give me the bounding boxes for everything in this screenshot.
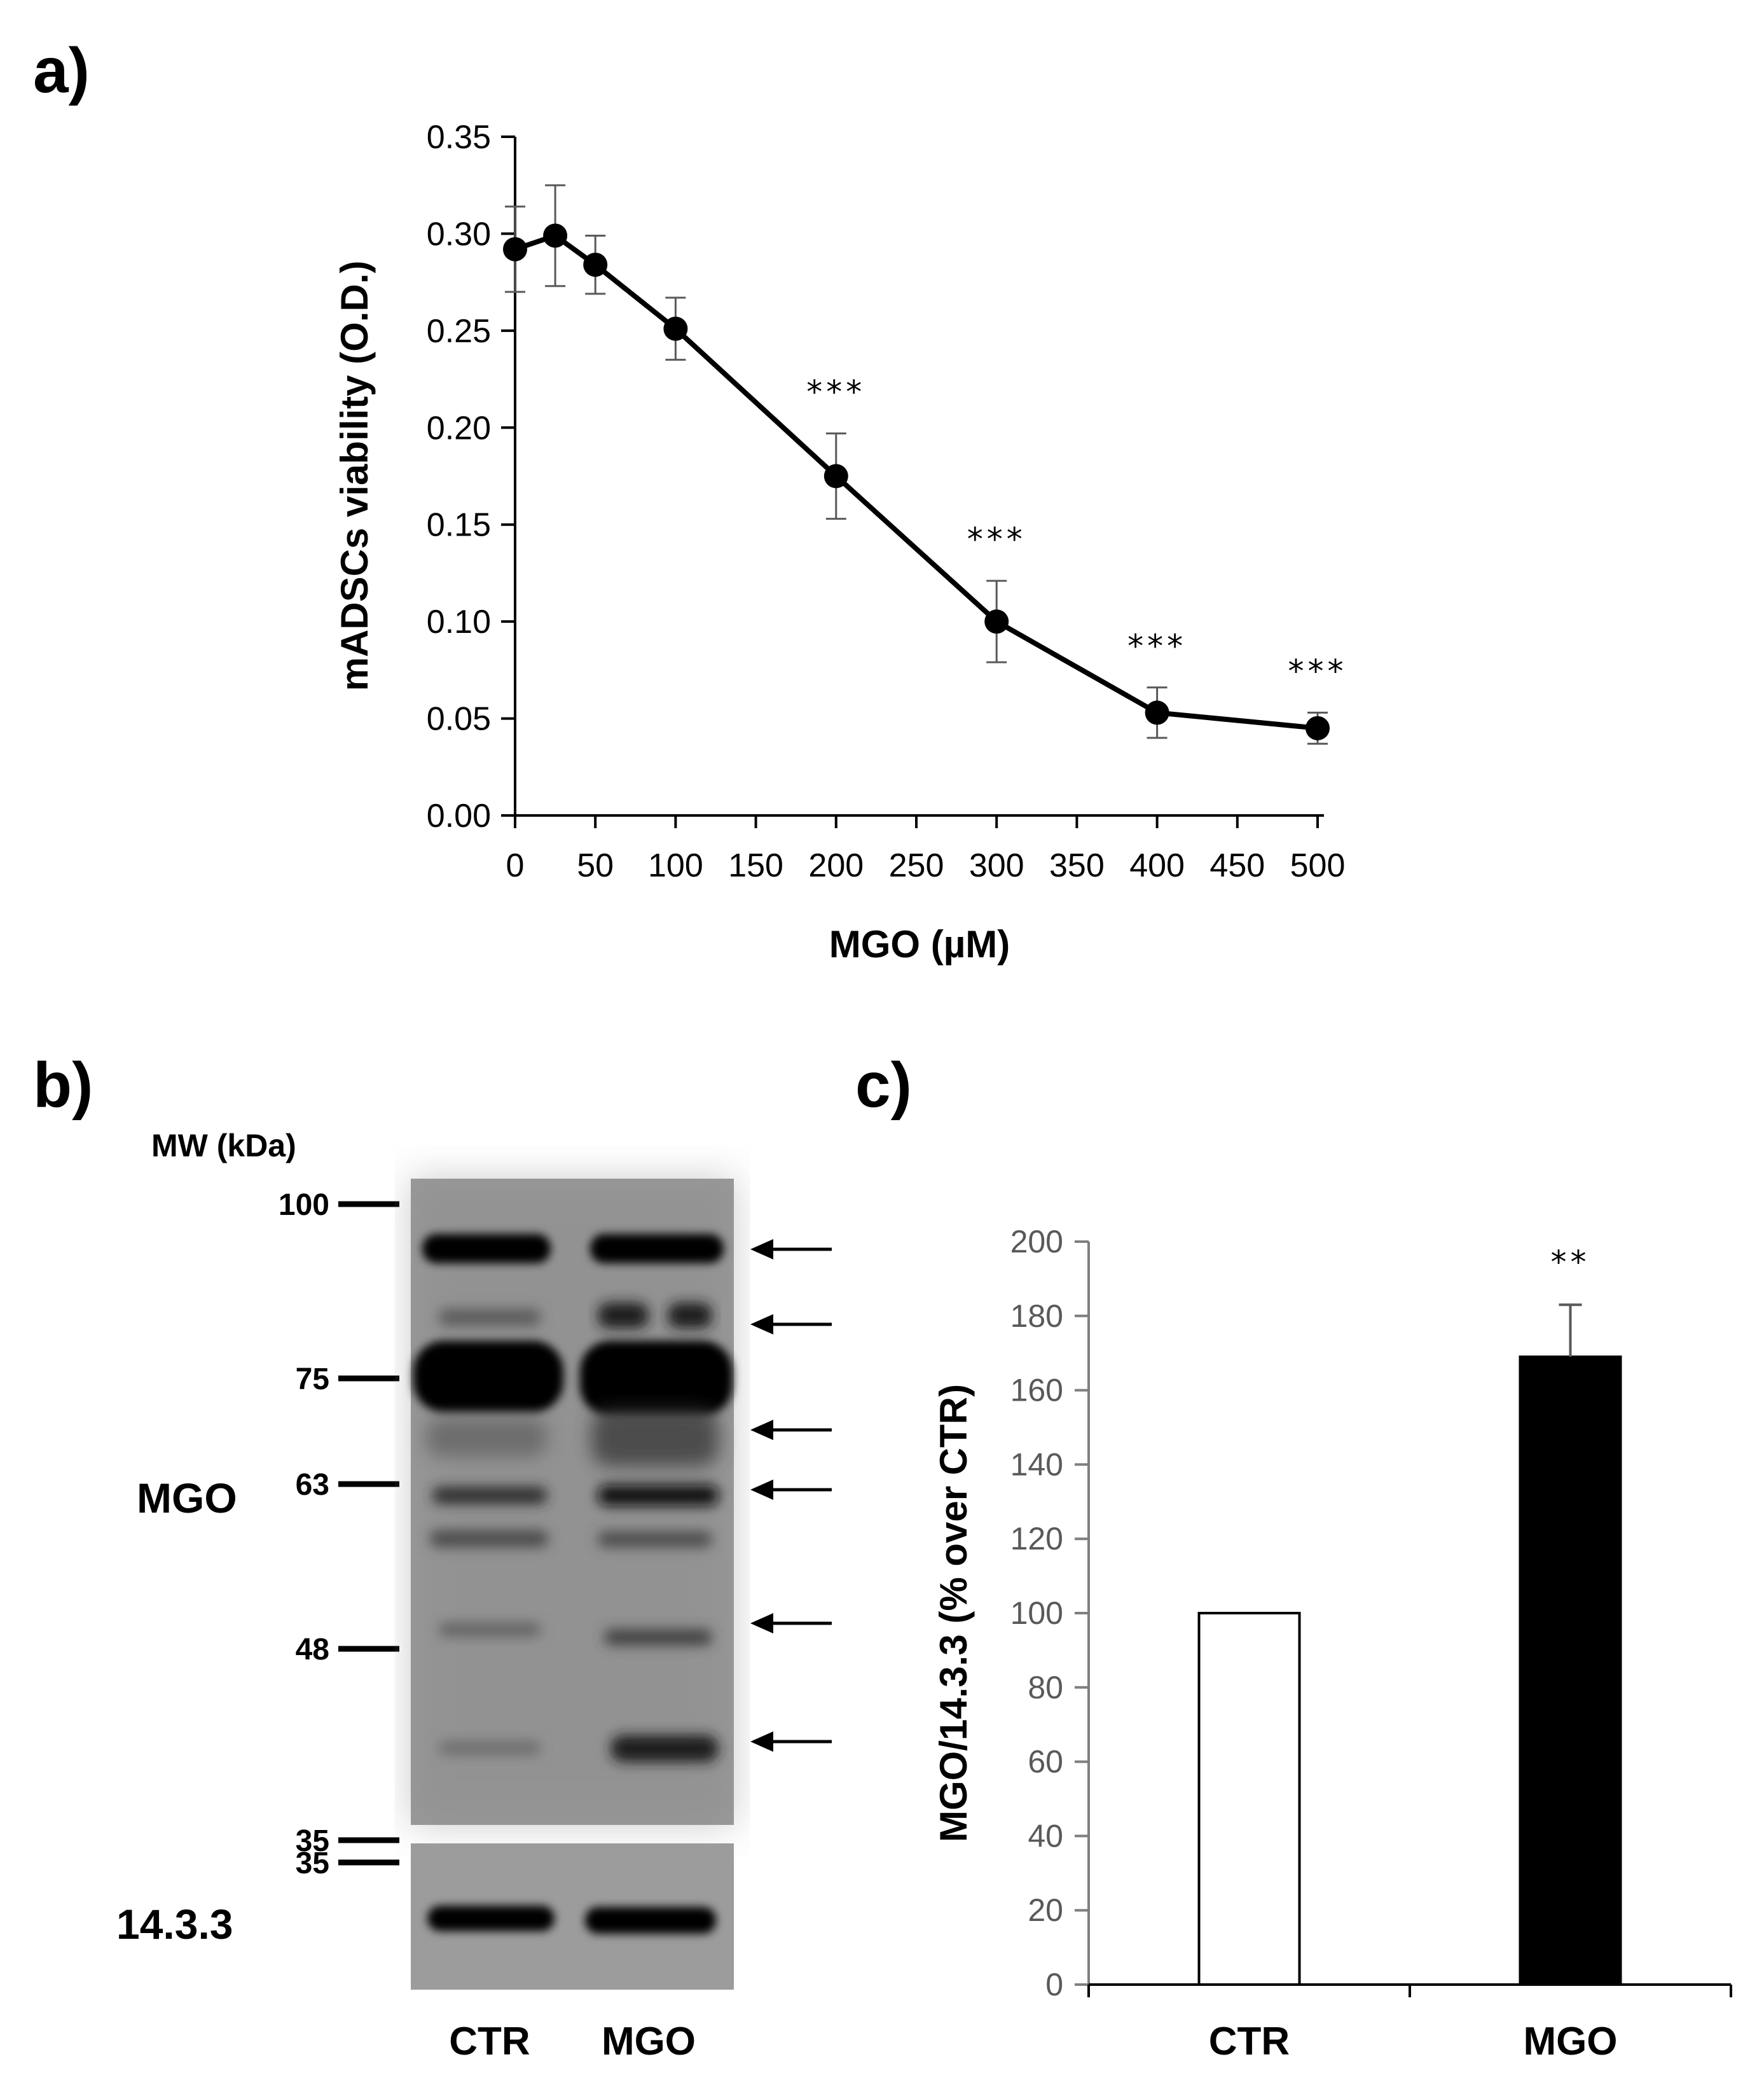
chart-c-category-label: CTR [1209, 2020, 1290, 2063]
chart-a-y-tick-label: 0.30 [427, 216, 491, 253]
chart-c-y-axis-title: MGO/14.3.3 (% over CTR) [932, 1384, 975, 1842]
chart-a-significance-marker: *** [967, 521, 1026, 558]
chart-a-x-tick-label: 450 [1209, 847, 1265, 884]
chart-a-data-point [1306, 716, 1330, 740]
chart-a-x-axis-title: MGO (µM) [829, 923, 1010, 966]
chart-c-y-tick-label: 20 [1028, 1892, 1063, 1928]
band-arrow-head [750, 1480, 773, 1500]
blot-loading-label: 14.3.3 [116, 1901, 233, 1948]
blot-image-main [411, 1179, 734, 1825]
chart-a-data-point [503, 237, 527, 261]
chart-c-y-tick-label: 0 [1045, 1967, 1063, 2002]
blot-image-loading [411, 1843, 734, 1990]
chart-a-x-tick-label: 500 [1290, 847, 1346, 884]
chart-c-bar-ctr [1197, 1612, 1301, 1986]
chart-a-data-point [543, 223, 568, 248]
chart-c-y-tick-label: 60 [1028, 1744, 1063, 1780]
chart-a-x-tick-label: 200 [808, 847, 864, 884]
chart-a-y-axis-title: mADSCs viability (O.D.) [333, 261, 376, 691]
panel-label-a: a) [33, 35, 90, 106]
chart-c-significance-marker: ** [1551, 1244, 1590, 1280]
chart-c-y-tick-label: 100 [1010, 1595, 1063, 1631]
chart-a-y-tick-label: 0.10 [427, 604, 491, 641]
chart-a-data-point [823, 464, 848, 489]
band-arrow-head [750, 1314, 773, 1335]
chart-c-y-tick-label: 180 [1010, 1298, 1063, 1334]
chart-a-x-tick-label: 100 [648, 847, 703, 884]
chart-c-y-tick-label: 80 [1028, 1670, 1063, 1705]
mw-marker-label: 35 [296, 1824, 329, 1858]
chart-c-y-tick-label: 200 [1010, 1224, 1063, 1259]
band-arrow-head [750, 1420, 773, 1440]
band-arrow-head [750, 1613, 773, 1633]
chart-a-y-tick-label: 0.35 [427, 119, 491, 156]
band-arrow-head [750, 1239, 773, 1259]
chart-c-bar-mgo [1519, 1355, 1622, 1986]
blot-main-label: MGO [137, 1474, 237, 1522]
mw-marker-label: 75 [296, 1362, 329, 1396]
mw-marker-label: 100 [279, 1188, 329, 1222]
panel-label-b: b) [33, 1050, 93, 1121]
chart-a: 0.00 0.05 0.10 0.15 0.20 0.25 0.30 0.35 0 50 100 1… [333, 119, 1347, 966]
chart-a-data-point [663, 316, 688, 341]
chart-c-y-tick-label: 140 [1010, 1446, 1063, 1482]
chart-a-x-tick-label: 0 [506, 847, 525, 884]
chart-c-y-tick-label: 120 [1010, 1521, 1063, 1556]
chart-a-x-tick-label: 350 [1049, 847, 1105, 884]
chart-a-x-tick-label: 150 [728, 847, 783, 884]
chart-c-y-tick-label: 160 [1010, 1373, 1063, 1408]
chart-a-significance-marker: *** [1288, 653, 1347, 690]
panel-label-c: c) [855, 1050, 912, 1121]
mw-marker-label: 63 [296, 1468, 329, 1502]
chart-a-x-tick-label: 400 [1129, 847, 1185, 884]
chart-a-series-line [514, 233, 1318, 731]
band-arrow-head [750, 1731, 773, 1752]
chart-a-y-tick-label: 0.15 [427, 507, 491, 544]
chart-a-significance-marker: *** [806, 373, 865, 410]
chart-a-x-tick-label: 250 [889, 847, 944, 884]
chart-c-y-tick-label: 40 [1028, 1818, 1063, 1854]
blot-lane-label-ctr: CTR [449, 2020, 530, 2063]
chart-a-x-tick-label: 300 [969, 847, 1024, 884]
mw-marker-label: 48 [296, 1633, 329, 1667]
chart-a-significance-marker: *** [1127, 628, 1187, 665]
chart-a-data-point [1145, 700, 1169, 725]
chart-c-category-label: MGO [1523, 2020, 1617, 2063]
chart-a-data-point [984, 609, 1009, 634]
mw-header: MW (kDa) [151, 1128, 296, 1163]
chart-a-y-tick-label: 0.00 [427, 798, 491, 835]
chart-a-data-point [583, 253, 608, 277]
mw-marker-label-loading: 35 [296, 1847, 329, 1880]
chart-a-y-tick-label: 0.25 [427, 313, 491, 350]
chart-c: 0 20 40 60 80 100 120 140 160 180 200 ** CTR MGO MG… [932, 1224, 1732, 2063]
chart-a-y-tick-label: 0.20 [427, 410, 491, 447]
blot-lane-label-mgo: MGO [602, 2020, 696, 2063]
chart-a-y-tick-label: 0.05 [427, 701, 491, 738]
chart-a-x-tick-label: 50 [577, 847, 614, 884]
